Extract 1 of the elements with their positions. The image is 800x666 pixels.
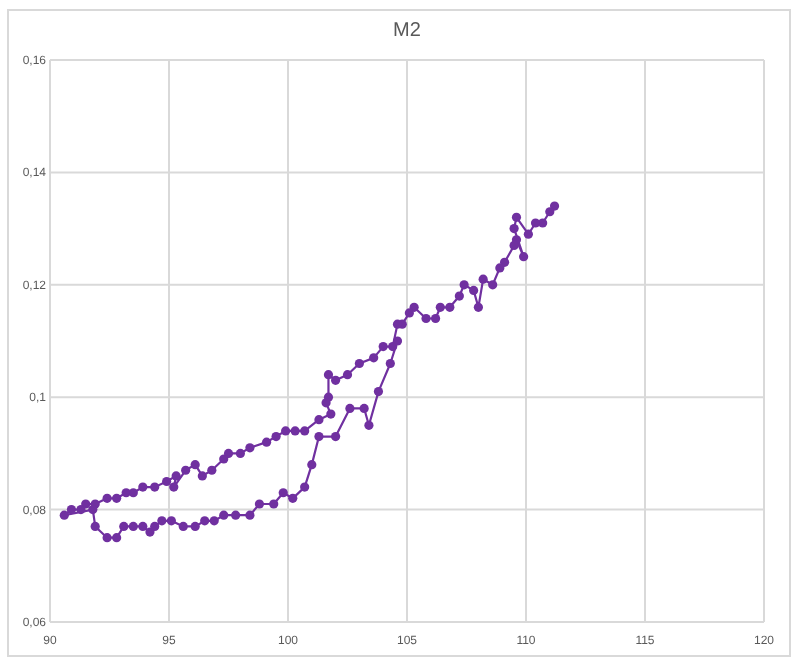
chart-title: M2 (393, 20, 422, 42)
